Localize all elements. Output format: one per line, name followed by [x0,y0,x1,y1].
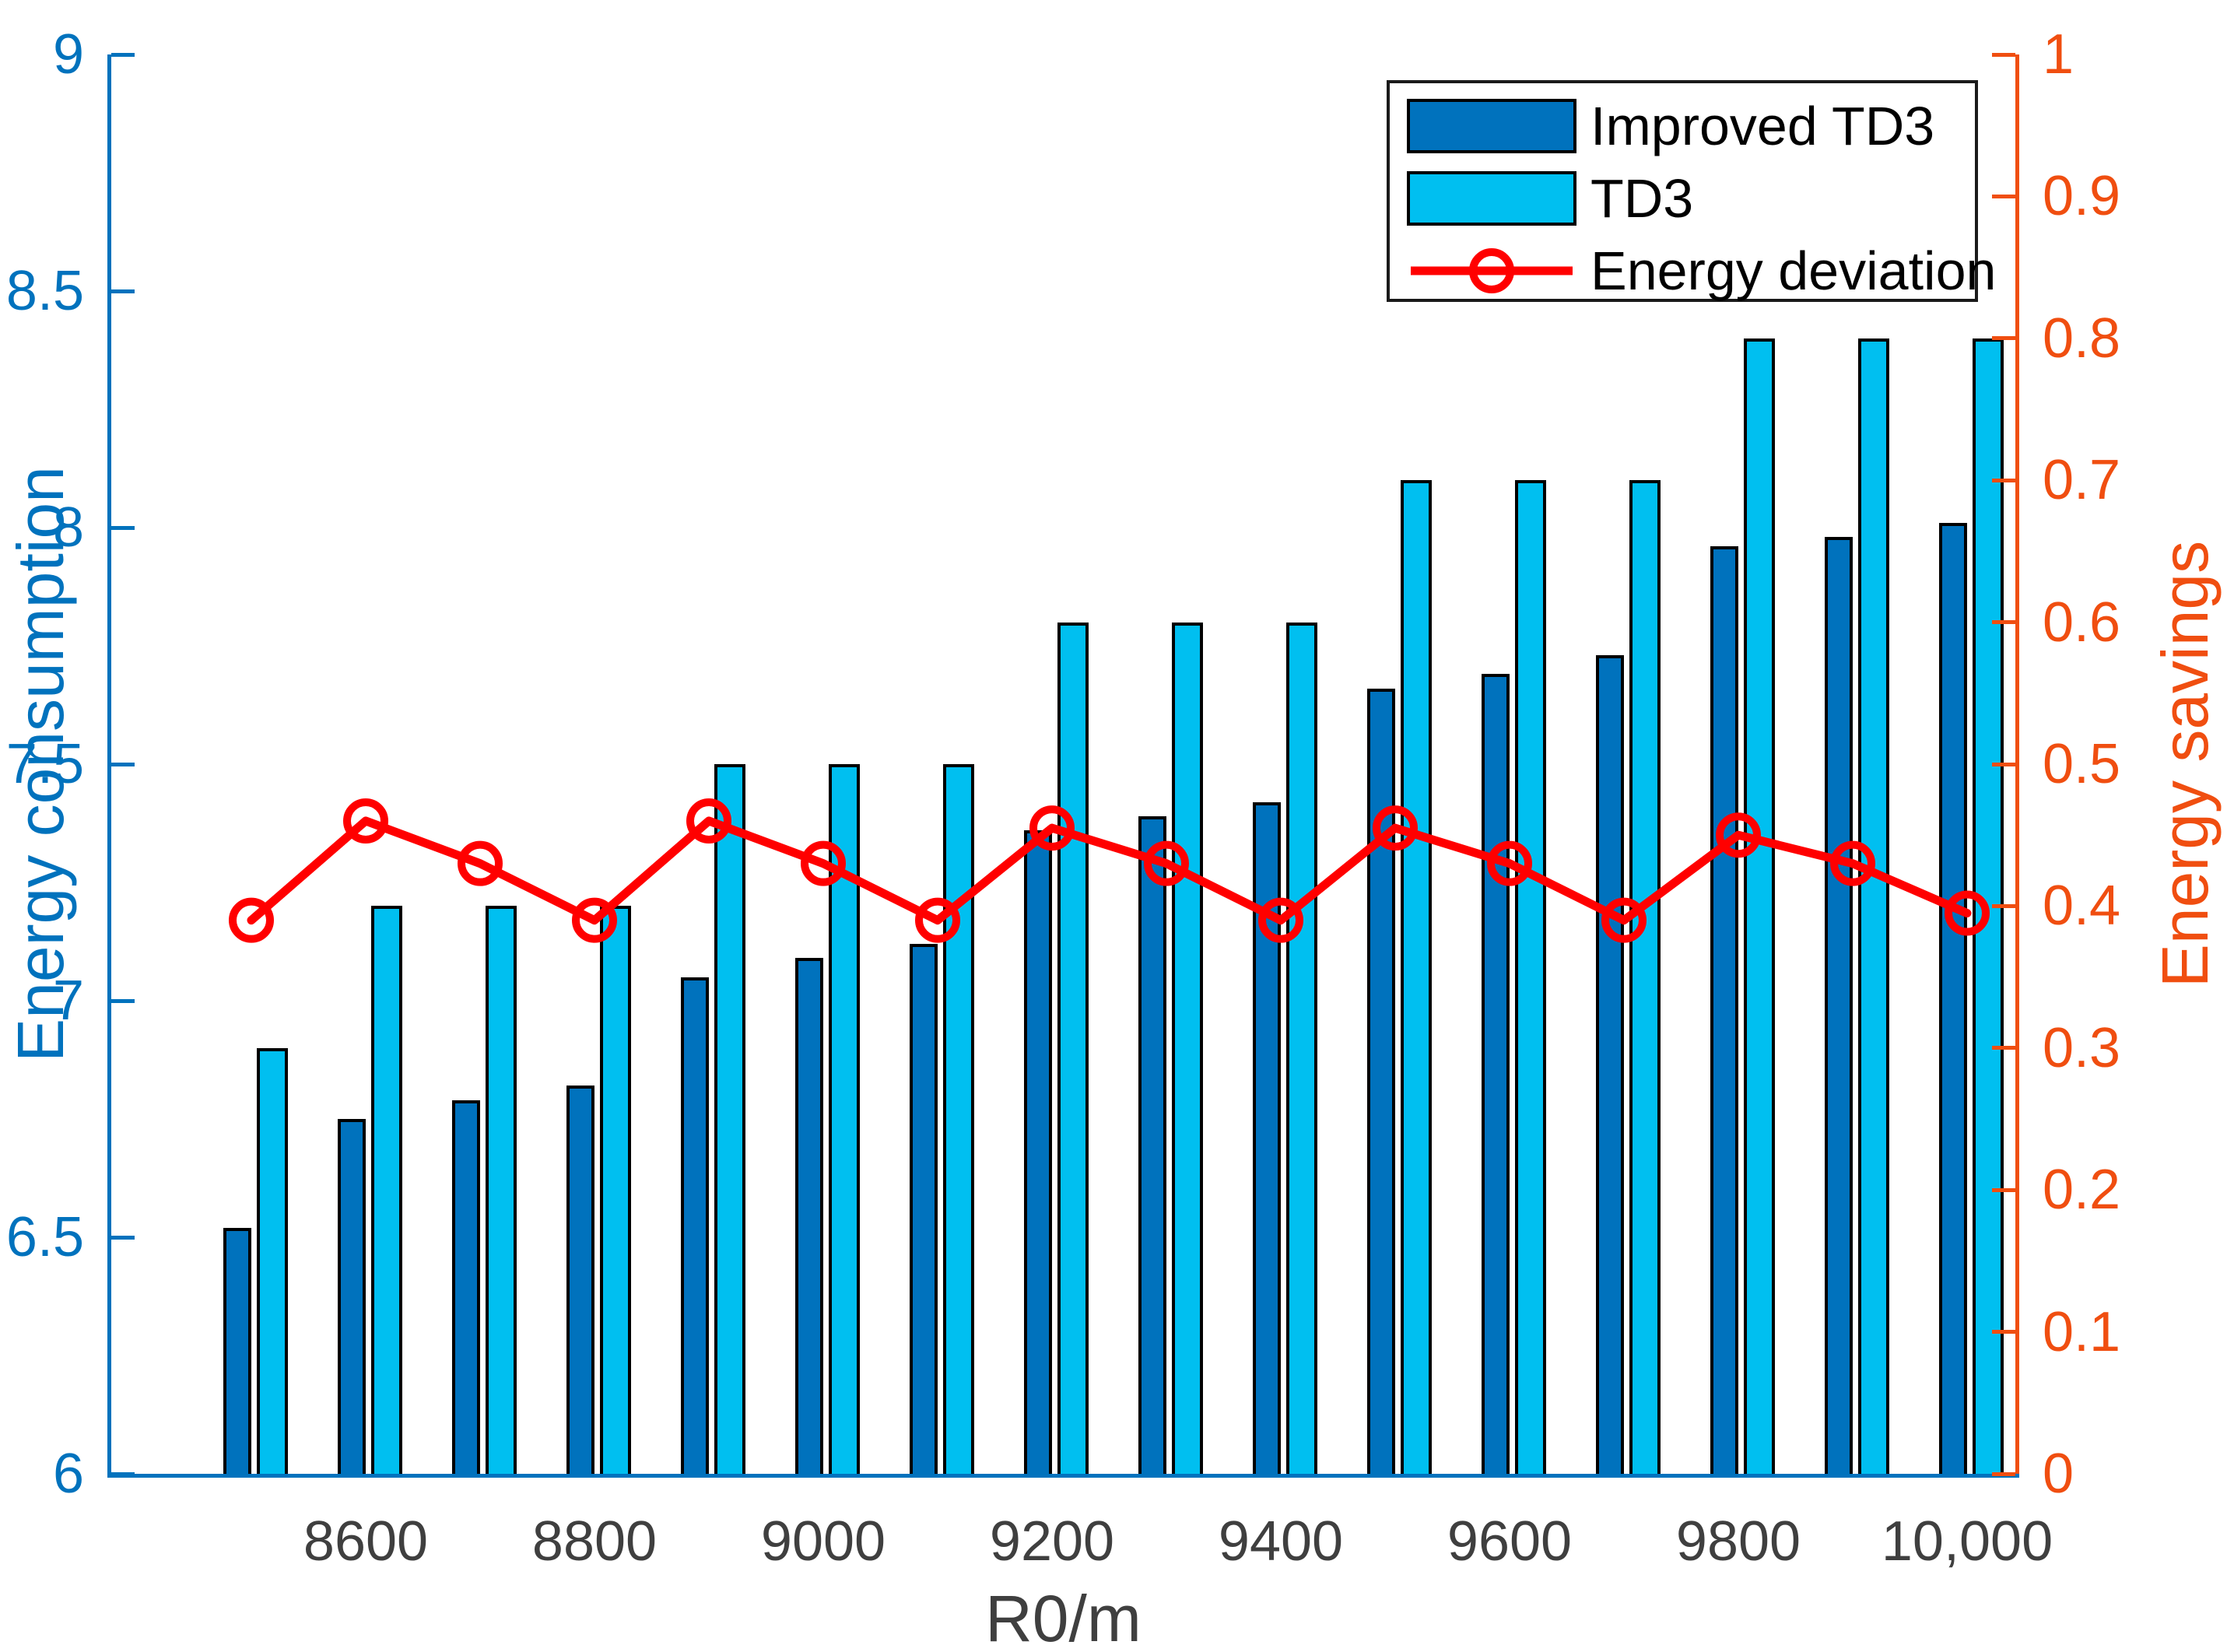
bar-improved-td3 [452,1100,480,1474]
left-axis-tick-label: 8 [52,496,84,559]
bar-improved-td3 [1024,830,1052,1474]
right-axis-tick [1992,903,2015,908]
legend-item-energy-deviation: Energy deviation [1390,234,1996,307]
bar-td3 [943,764,974,1474]
right-axis-tick [1992,620,2015,625]
bar-td3 [1057,622,1089,1474]
legend-label-td3: TD3 [1590,168,1694,229]
x-axis-tick-label: 10,000 [1881,1510,2053,1573]
legend-line-marker-icon [1411,248,1573,293]
left-axis-tick-label: 6.5 [5,1206,84,1268]
legend-label-improved-td3: Improved TD3 [1590,96,1935,156]
right-axis-tick-label: 0.8 [2043,307,2121,370]
legend-swatch-improved-td3 [1407,99,1576,153]
bar-improved-td3 [338,1119,366,1474]
left-axis-tick-label: 7 [52,970,84,1032]
bar-improved-td3 [1138,815,1166,1474]
bar-td3 [1858,338,1889,1474]
x-axis-title: R0/m [985,1582,1142,1652]
bar-td3 [714,764,745,1474]
right-axis-tick-label: 0.6 [2043,591,2121,654]
x-axis-tick-label: 8600 [303,1510,429,1573]
x-axis-tick-label: 9400 [1218,1510,1344,1573]
left-axis-tick-label: 8.5 [5,260,84,322]
left-axis-tick [111,762,135,766]
right-y-axis-line [2015,54,2019,1478]
legend-item-td3: TD3 [1390,162,1975,235]
right-axis-tick [1992,1187,2015,1192]
left-y-axis-title: Energy consumption [4,466,77,1062]
right-axis-tick [1992,762,2015,766]
x-axis-tick-label: 9200 [989,1510,1115,1573]
left-y-axis-line [107,54,111,1478]
left-axis-tick-label: 9 [52,23,84,86]
right-axis-tick [1992,194,2015,198]
right-axis-tick-label: 1 [2043,23,2074,86]
legend-label-energy-deviation: Energy deviation [1590,240,1997,301]
left-axis-tick [111,289,135,293]
right-axis-tick-label: 0.9 [2043,165,2121,228]
x-axis-tick-label: 9800 [1675,1510,1801,1573]
legend-item-improved-td3: Improved TD3 [1390,89,1975,163]
bar-improved-td3 [910,944,938,1474]
bar-td3 [371,906,402,1474]
bar-improved-td3 [1710,546,1738,1474]
left-axis-tick-label: 6 [52,1443,84,1505]
right-axis-tick [1992,336,2015,341]
legend: Improved TD3 TD3 Energy deviation [1387,80,1996,302]
right-axis-tick [1992,1330,2015,1335]
right-axis-tick [1992,52,2015,57]
left-axis-tick [111,52,135,57]
bar-td3 [486,906,517,1474]
bar-td3 [600,906,631,1474]
bar-td3 [1515,480,1546,1474]
legend-swatch-td3 [1407,171,1576,226]
left-axis-tick [111,1235,135,1240]
bar-td3 [257,1047,288,1474]
right-axis-tick-label: 0.5 [2043,733,2121,795]
bar-improved-td3 [1482,674,1510,1474]
x-axis-tick-label: 9000 [760,1510,886,1573]
bar-td3 [1629,480,1661,1474]
bar-improved-td3 [223,1227,251,1474]
x-axis-tick-label: 9600 [1447,1510,1573,1573]
bar-improved-td3 [795,958,823,1474]
bar-improved-td3 [1939,522,1967,1474]
right-axis-tick-label: 0.7 [2043,449,2121,512]
left-axis-tick-label: 7.5 [5,733,84,795]
right-axis-tick-label: 0.3 [2043,1016,2121,1079]
right-axis-tick-label: 0.2 [2043,1159,2121,1222]
right-y-axis-title: Energy savings [2148,540,2222,988]
bar-td3 [1401,480,1432,1474]
left-axis-tick [111,525,135,530]
bar-improved-td3 [1596,655,1624,1474]
right-axis-tick-label: 0.4 [2043,875,2121,938]
right-axis-tick-label: 0 [2043,1443,2074,1505]
right-axis-tick [1992,478,2015,482]
bar-improved-td3 [681,977,709,1474]
bar-improved-td3 [566,1086,594,1474]
right-axis-tick [1992,1471,2015,1476]
left-axis-tick [111,1471,135,1476]
x-axis-line [107,1474,2019,1478]
x-axis-tick-label: 8800 [531,1510,658,1573]
bar-td3 [1744,338,1775,1474]
left-axis-tick [111,998,135,1003]
bar-td3 [1286,622,1317,1474]
right-axis-tick [1992,1046,2015,1050]
bar-td3 [1172,622,1203,1474]
bar-improved-td3 [1825,537,1853,1474]
right-axis-tick-label: 0.1 [2043,1300,2121,1363]
